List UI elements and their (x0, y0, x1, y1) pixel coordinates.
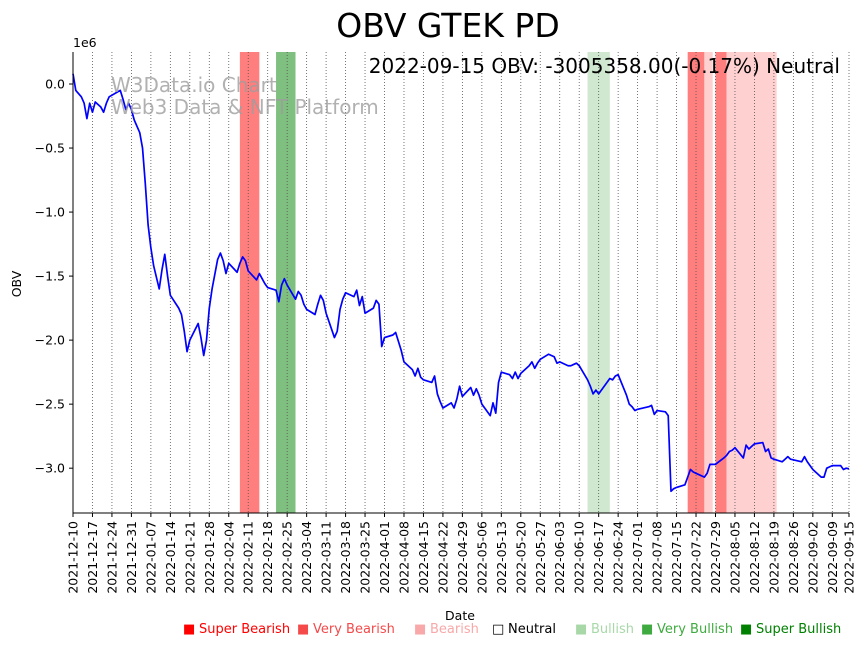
axes (72, 52, 849, 514)
x-tick-label: 2022-02-25 (280, 521, 295, 594)
x-tick-label: 2022-05-20 (513, 521, 528, 594)
legend-marker: ■ (183, 622, 195, 637)
x-tick-label: 2022-06-24 (611, 521, 626, 594)
legend-item-bearish: ■ Bearish (414, 622, 479, 637)
x-tick-label: 2022-01-28 (202, 521, 217, 594)
legend-label: Neutral (508, 622, 556, 637)
x-tick-label: 2022-08-05 (727, 521, 742, 594)
x-tick-label: 2021-12-17 (85, 521, 100, 594)
legend-label: Super Bearish (199, 622, 290, 637)
y-tick-label: 0.0 (45, 77, 65, 92)
x-tick-label: 2022-07-29 (708, 521, 723, 594)
y-tick-label: −2.0 (35, 333, 65, 348)
x-tick-label: 2022-09-09 (825, 521, 840, 594)
x-tick-label: 2021-12-31 (124, 521, 139, 594)
legend-item-bullish: ■ Bullish (575, 622, 634, 637)
x-tick-label: 2022-07-15 (669, 521, 684, 594)
legend-marker: ■ (414, 622, 426, 637)
signal-band-very-bearish (715, 52, 727, 513)
x-tick-label: 2022-04-15 (416, 521, 431, 594)
x-tick-label: 2022-02-11 (241, 521, 256, 594)
x-tick-label: 2022-04-29 (455, 521, 470, 594)
x-tick-label: 2022-08-19 (766, 521, 781, 594)
x-tick-label: 2022-05-06 (474, 521, 489, 594)
x-tick-label: 2022-06-03 (552, 521, 567, 594)
x-tick-label: 2022-06-17 (591, 521, 606, 594)
signal-band-bearish (704, 52, 713, 513)
legend-item-super-bearish: ■ Super Bearish (183, 622, 290, 637)
x-tick-label: 2022-08-12 (747, 521, 762, 594)
x-tick-label: 2022-01-07 (143, 521, 158, 594)
signal-bands (239, 52, 777, 513)
legend-marker: ■ (575, 622, 587, 637)
legend-marker: ■ (641, 622, 653, 637)
y-tick-label: −0.5 (35, 141, 65, 156)
legend-item-neutral: □ Neutral (492, 622, 556, 637)
x-tick-label: 2022-04-08 (396, 521, 411, 594)
obv-line-layer (72, 73, 850, 493)
x-tick-label: 2022-05-27 (533, 521, 548, 594)
x-tick-label: 2022-06-10 (572, 521, 587, 594)
legend-label: Bullish (591, 622, 634, 637)
x-tick-label: 2022-04-01 (377, 521, 392, 594)
signal-legend: ■ Super Bearish ■ Very Bearish ■ Bearish □ Neut… (183, 622, 841, 637)
signal-band-bearish (726, 52, 777, 513)
legend-label: Bearish (430, 622, 479, 637)
signal-band-very-bearish (687, 52, 705, 513)
chart-title: OBV GTEK PD (336, 6, 560, 45)
x-tick-label: 2022-07-01 (630, 521, 645, 594)
x-tick-label: 2022-08-26 (786, 521, 801, 594)
legend-marker: ■ (297, 622, 309, 637)
y-tick-label: −2.5 (35, 397, 65, 412)
legend-label: Very Bullish (657, 622, 733, 637)
y-axis-ticks: 0.0 −0.5 −1.0 −1.5 −2.0 −2.5 −3.0 (35, 77, 73, 476)
y-tick-label: −1.0 (35, 205, 65, 220)
x-axis-title: Date (445, 608, 475, 623)
legend-label: Super Bullish (756, 622, 841, 637)
x-tick-label: 2022-02-04 (221, 521, 236, 594)
x-tick-label: 2022-07-22 (689, 521, 704, 594)
watermark-line-2: Web3 Data & NFT Platform (111, 95, 379, 119)
x-tick-label: 2021-12-10 (66, 521, 81, 594)
x-tick-label: 2021-12-24 (104, 521, 119, 594)
legend-item-super-bullish: ■ Super Bullish (740, 622, 841, 637)
x-tick-label: 2022-05-13 (494, 521, 509, 594)
signal-band-very-bearish (239, 52, 260, 513)
legend-label: Very Bearish (313, 622, 395, 637)
x-tick-label: 2022-03-18 (338, 521, 353, 594)
vertical-gridlines (72, 52, 850, 513)
legend-item-very-bearish: ■ Very Bearish (297, 622, 395, 637)
x-tick-label: 2022-02-18 (260, 521, 275, 594)
x-tick-label: 2022-01-21 (182, 521, 197, 594)
x-tick-label: 2022-03-25 (358, 521, 373, 594)
x-axis-ticks: 2021-12-10 2021-12-17 2021-12-24 2021-12-31… (66, 513, 857, 594)
x-tick-label: 2022-04-22 (435, 521, 450, 594)
latest-value-annotation: 2022-09-15 OBV: -3005358.00(-0.17%) Neut… (369, 54, 840, 78)
y-multiplier-label: 1e6 (73, 35, 97, 50)
x-tick-label: 2022-07-08 (650, 521, 665, 594)
legend-marker: □ (492, 622, 504, 637)
obv-series-line (72, 73, 850, 493)
x-tick-label: 2022-01-14 (163, 521, 178, 594)
x-tick-label: 2022-03-04 (299, 521, 314, 594)
y-tick-label: −3.0 (35, 461, 65, 476)
signal-band-bullish (587, 52, 610, 513)
legend-item-very-bullish: ■ Very Bullish (641, 622, 733, 637)
x-tick-label: 2022-03-11 (319, 521, 334, 594)
x-tick-label: 2022-09-02 (805, 521, 820, 594)
legend-marker: ■ (740, 622, 752, 637)
y-axis-title: OBV (9, 270, 24, 297)
x-tick-label: 2022-09-15 (842, 521, 857, 594)
y-tick-label: −1.5 (35, 269, 65, 284)
watermark-line-1: W3Data.io Chart (111, 73, 277, 97)
